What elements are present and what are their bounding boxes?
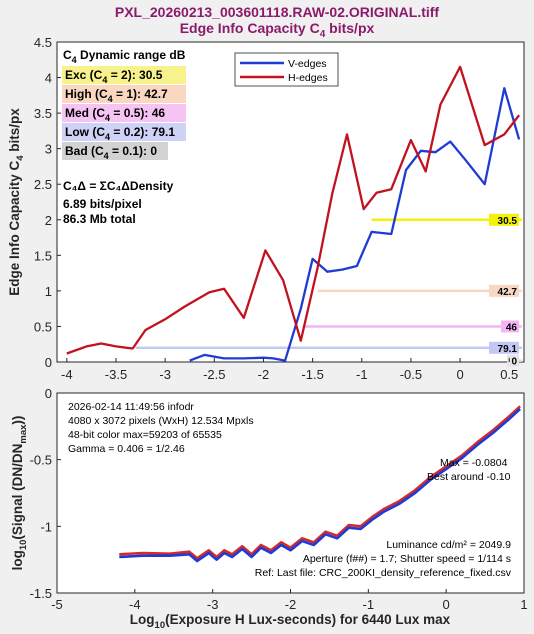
top-y-tick-label: 3 [45,142,52,157]
panel-row-bg-bad [62,142,168,160]
panel-header: C4 Dynamic range dB [63,48,186,65]
top-y-tick-label: 0 [45,355,52,370]
info-color: 48-bit color max=59203 of 65535 [68,429,222,441]
top-x-tick-label: -2 [258,367,270,382]
top-y-tick-label: 1 [45,284,52,299]
top-x-tick-label: -3 [159,367,171,382]
top-y-tick-label: 0.5 [34,319,52,334]
bottom-y-tick-label: -1 [40,519,52,534]
info-best: Best around -0.10 [427,471,511,483]
level-label-bad: 0 [511,357,517,368]
top-series [66,65,521,362]
bottom-x-tick-label: 0 [443,597,450,612]
top-x-tick-label: -3.5 [105,367,127,382]
info-ref: Ref: Last file: CRC_200KI_density_refere… [255,567,512,579]
info-timestamp: 2026-02-14 11:49:56 infodr [68,401,194,413]
figure-title-line1: PXL_20260213_003601118.RAW-02.ORIGINAL.t… [115,4,440,20]
level-label-bg-med [501,320,519,333]
panel-row-bg-high [62,85,186,103]
level-label-bg-low [489,341,519,354]
panel-row-bg-exc [62,66,186,84]
info-aperture: Aperture (f##) = 1.7; Shutter speed = 1/… [303,553,511,565]
panel-row-low: Low (C4 = 0.2): 79.1 [65,125,175,142]
bottom-series [119,405,521,563]
legend: V-edges H-edges [234,52,339,87]
level-label-bg-bad [507,354,519,367]
bottom-ticks: -5 -4 -3 -2 -1 0 1 -1.5 -1 -0.5 0 [30,386,528,612]
info-max: Max = -0.0804 [440,457,508,469]
top-y-tick-label: 4 [45,71,52,86]
level-label-low: 79.1 [498,344,518,355]
level-label-exc: 30.5 [498,216,518,227]
level-label-high: 42.7 [498,287,518,298]
top-x-tick-label: -2.5 [203,367,225,382]
top-y-tick-label: 4.5 [34,35,52,50]
bottom-chart: -5 -4 -3 -2 -1 0 1 -1.5 -1 -0.5 0 Log10(Exposure H… [10,386,528,631]
figure-title-line2: Edge Info Capacity C4 bits/px [180,20,375,40]
panel-row-exc: Exc (C4 = 2): 30.5 [65,68,163,85]
top-x-tick-label: -4 [61,367,73,382]
dynamic-range-panel: C4 Dynamic range dB Exc (C4 = 2): 30.5 Hi… [62,48,186,226]
top-y-tick-label: 3.5 [34,106,52,121]
top-ticks: -4 -3.5 -3 -2.5 -2 -1.5 -1 -0.5 0 0.500.511.522.5… [34,35,518,382]
bottom-y-tick-label: 0 [45,386,52,401]
panel-row-high: High (C4 = 1): 42.7 [65,87,168,104]
level-label-bg-exc [489,213,519,226]
bottom-x-tick-label: -2 [285,597,297,612]
top-x-tick-label: 0.5 [500,367,518,382]
top-y-tick-label: 2.5 [34,177,52,192]
panel-total: 86.3 Mb total [63,212,136,226]
panel-formula: C₄Δ = ΣC₄ΔDensity [63,179,174,193]
level-label-med: 46 [506,322,518,333]
series-line-v-edges [189,87,521,362]
top-y-axis-label: Edge Info Capacity C4 bits/px [7,108,26,296]
panel-row-bg-med [62,104,186,122]
legend-v-label: V-edges [288,58,327,70]
top-x-tick-label: -1.5 [301,367,323,382]
bottom-x-tick-label: -4 [129,597,141,612]
signal-curve-blue [119,408,521,563]
top-y-tick-label: 2 [45,213,52,228]
series-line-h-edges [66,65,521,355]
signal-curve-red [119,405,521,560]
panel-row-bad: Bad (C4 = 0.1): 0 [65,144,157,161]
legend-box [234,52,339,87]
level-bars: 30.5 42.7 46 79.1 0 [135,213,522,368]
top-x-tick-label: -0.5 [400,367,422,382]
bottom-x-tick-label: 1 [520,597,527,612]
bottom-y-tick-label: -0.5 [30,453,52,468]
bottom-x-tick-label: -3 [207,597,219,612]
panel-bits-pixel: 6.89 bits/pixel [63,197,142,211]
bottom-x-axis-label: Log10(Exposure H Lux-seconds) for 6440 L… [130,612,451,631]
top-x-tick-label: 0 [456,367,463,382]
info-gamma: Gamma = 0.406 = 1/2.46 [68,443,185,455]
bottom-y-axis-label: log10(Signal (DN/DNmax)) [10,416,29,571]
panel-row-bg-low [62,123,186,141]
info-pixels: 4080 x 3072 pixels (WxH) 12.534 Mpxls [68,415,254,427]
panel-rows: Exc (C4 = 2): 30.5 High (C4 = 1): 42.7 Med… [62,66,186,161]
bottom-y-tick-label: -1.5 [30,586,52,601]
info-luminance: Luminance cd/m² = 2049.9 [386,539,511,551]
panel-row-med: Med (C4 = 0.5): 46 [65,106,165,123]
bottom-x-tick-label: -5 [51,597,63,612]
level-label-bg-high [489,284,519,297]
legend-h-label: H-edges [288,72,328,84]
top-x-tick-label: -1 [356,367,368,382]
top-y-tick-label: 1.5 [34,248,52,263]
bottom-x-tick-label: -1 [363,597,375,612]
